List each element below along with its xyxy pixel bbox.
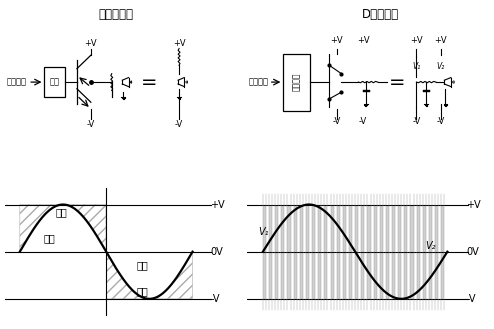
Text: 数字信号: 数字信号 xyxy=(248,78,268,87)
Text: V₁: V₁ xyxy=(258,227,269,237)
Text: V₁: V₁ xyxy=(412,62,420,71)
Bar xyxy=(283,54,310,111)
Text: D类放大器: D类放大器 xyxy=(362,9,399,21)
Text: -V: -V xyxy=(412,117,420,126)
Text: -V: -V xyxy=(87,119,95,129)
Text: 输出: 输出 xyxy=(136,261,148,270)
Text: +V: +V xyxy=(84,39,97,48)
Text: -V: -V xyxy=(437,117,445,126)
Text: +V: +V xyxy=(210,199,225,210)
Text: 损失: 损失 xyxy=(136,286,148,296)
Text: 模拟信号: 模拟信号 xyxy=(6,78,26,87)
Text: -V: -V xyxy=(332,117,341,126)
Text: +V: +V xyxy=(466,199,481,210)
Text: +V: +V xyxy=(357,37,370,45)
Text: 放大: 放大 xyxy=(50,78,60,87)
Text: =: = xyxy=(141,73,157,91)
Text: 0V: 0V xyxy=(210,247,223,257)
Text: +V: +V xyxy=(330,37,343,45)
Text: V₂: V₂ xyxy=(437,62,445,71)
Text: +V: +V xyxy=(434,37,447,45)
Text: 0V: 0V xyxy=(466,247,479,257)
Text: 输出: 输出 xyxy=(44,233,55,243)
Text: -V: -V xyxy=(466,294,476,304)
Text: =: = xyxy=(389,73,406,91)
Text: V₂: V₂ xyxy=(425,241,436,251)
Text: 损失: 损失 xyxy=(56,207,67,217)
Text: -V: -V xyxy=(359,117,368,126)
Text: +V: +V xyxy=(410,37,423,45)
Bar xyxy=(44,67,65,97)
Text: 驱动电路: 驱动电路 xyxy=(292,73,301,91)
Text: -V: -V xyxy=(175,119,183,129)
Text: +V: +V xyxy=(173,39,185,48)
Text: -V: -V xyxy=(210,294,220,304)
Text: 模拟放大器: 模拟放大器 xyxy=(99,9,134,21)
